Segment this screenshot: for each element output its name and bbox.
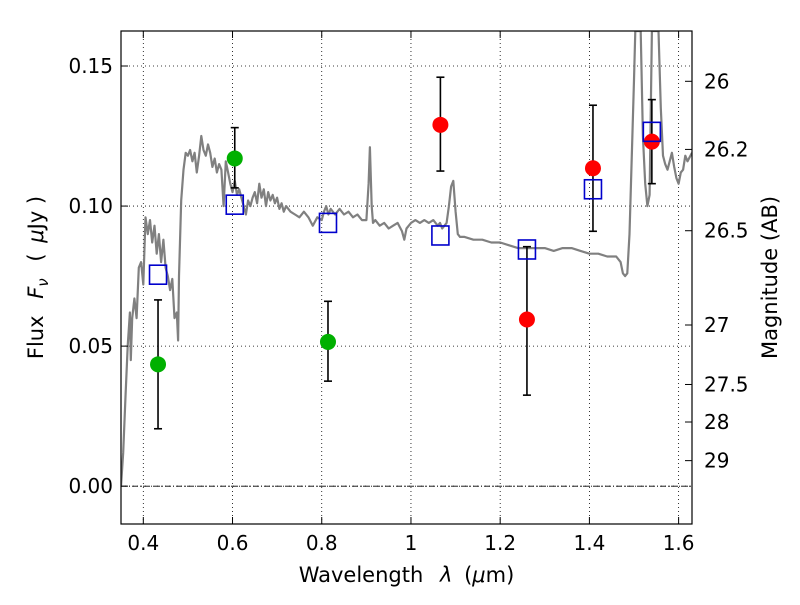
model-square [148, 264, 168, 285]
y-axis-label: Flux Fν ( μJy ) [24, 196, 53, 359]
data-point [226, 150, 243, 167]
model-square [583, 178, 603, 200]
y-tick-label: 0.10 [68, 194, 113, 218]
y-axis-label-subscript: ν [34, 278, 52, 286]
data-point [584, 160, 601, 177]
tick-layer: 0.4 0.6 0.8 1 1.2 1.4 1.6 0.00 0.05 0.10 0.15 26 26.… [68, 31, 749, 555]
data-point [150, 356, 167, 373]
y-tick-label: 0.15 [68, 54, 113, 78]
spectrum-line [121, 31, 692, 487]
x-tick-label: 0.6 [217, 531, 249, 555]
y-axis-label-symbol: F [24, 286, 48, 299]
y2-tick-label: 27.5 [704, 372, 749, 396]
x-tick-label: 1 [405, 531, 418, 555]
y-tick-label: 0.05 [68, 334, 113, 358]
y2-tick-label: 28 [704, 410, 729, 434]
x-axis-label-unit-rest: m) [486, 563, 515, 587]
model-square [431, 225, 450, 246]
x-axis-label-unit-mu: μ [471, 563, 485, 587]
x-tick-label: 1.6 [663, 531, 695, 555]
model-square [642, 121, 662, 143]
model-square [517, 239, 537, 260]
x-tick-label: 0.8 [306, 531, 338, 555]
x-axis-label-prefix: Wavelength [299, 563, 424, 587]
secondary-y-axis-label: Magnitude (AB) [758, 196, 782, 359]
y2-tick-label: 27 [704, 313, 729, 337]
x-tick-label: 1.2 [484, 531, 516, 555]
x-axis-label-unit-open: ( [464, 563, 472, 587]
y2-tick-label: 26.5 [704, 219, 749, 243]
model-square [225, 194, 245, 215]
model-square [318, 212, 338, 234]
y2-tick-label: 26.2 [704, 137, 749, 161]
x-tick-label: 0.4 [127, 531, 159, 555]
y2-tick-label: 29 [704, 449, 729, 473]
data-point [319, 333, 336, 350]
y-tick-label: 0.00 [68, 474, 113, 498]
x-tick-label: 1.4 [573, 531, 605, 555]
y-axis-label-unit-open: ( [24, 253, 48, 261]
y-axis-label-unit-rest: Jy ) [24, 196, 48, 232]
plot-layer [121, 31, 692, 487]
x-axis-label-symbol: λ [439, 563, 452, 587]
y-axis-label-unit-mu: μ [24, 229, 48, 243]
y2-tick-label: 26 [704, 69, 729, 93]
plot-frame [120, 30, 693, 525]
y-axis-label-prefix: Flux [24, 315, 48, 359]
grid-layer [121, 31, 692, 524]
data-point [432, 116, 449, 133]
data-point [518, 311, 535, 328]
x-axis-label: Wavelength λ (μm) [299, 563, 515, 587]
